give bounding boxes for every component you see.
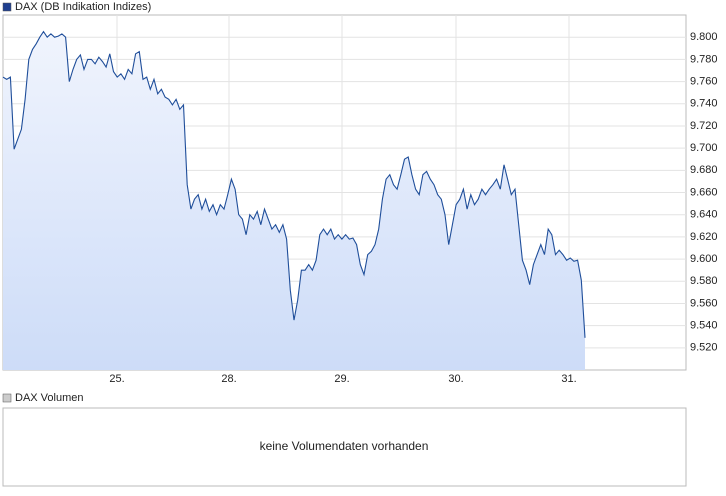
- y-tick-label: 9.780: [690, 53, 718, 65]
- y-tick-label: 9.540: [690, 320, 718, 332]
- y-tick-label: 9.640: [690, 209, 718, 221]
- x-tick-label: 28.: [221, 373, 236, 385]
- legend-swatch: [2, 393, 12, 403]
- y-tick-label: 9.560: [690, 297, 718, 309]
- y-tick-label: 9.680: [690, 164, 718, 176]
- x-tick-label: 25.: [109, 373, 124, 385]
- y-tick-label: 9.760: [690, 75, 718, 87]
- y-tick-label: 9.660: [690, 186, 718, 198]
- x-tick-label: 29.: [334, 373, 349, 385]
- y-tick-label: 9.520: [690, 342, 718, 354]
- y-tick-label: 9.700: [690, 142, 718, 154]
- y-tick-label: 9.740: [690, 98, 718, 110]
- legend-label: DAX (DB Indikation Indizes): [15, 1, 151, 13]
- y-tick-label: 9.800: [690, 31, 718, 43]
- y-tick-label: 9.620: [690, 231, 718, 243]
- x-tick-label: 31.: [561, 373, 576, 385]
- y-tick-label: 9.600: [690, 253, 718, 265]
- price-line: [2, 30, 586, 338]
- area-fill: [3, 31, 585, 370]
- volume-frame: [2, 407, 687, 487]
- y-tick-label: 9.580: [690, 275, 718, 287]
- x-tick-label: 30.: [448, 373, 463, 385]
- legend-swatch: [2, 2, 12, 12]
- volume-legend: DAX Volumen: [15, 392, 83, 404]
- volume-message: keine Volumendaten vorhanden: [260, 439, 429, 453]
- y-tick-label: 9.720: [690, 120, 718, 132]
